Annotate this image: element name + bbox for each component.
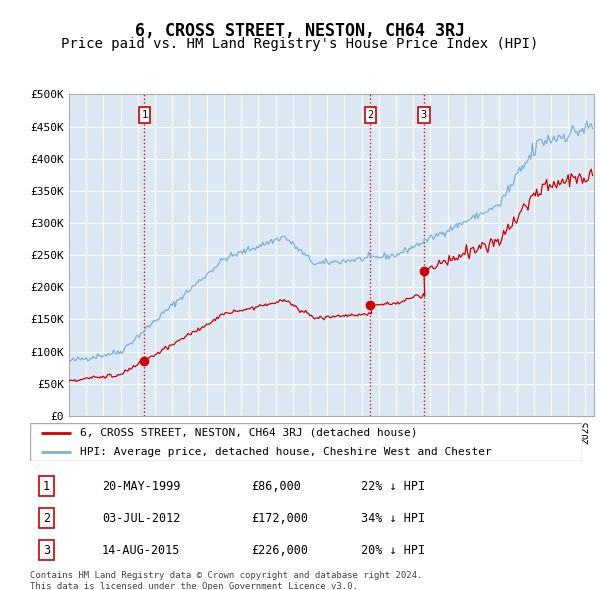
Text: 2: 2	[43, 512, 50, 525]
Text: 6, CROSS STREET, NESTON, CH64 3RJ: 6, CROSS STREET, NESTON, CH64 3RJ	[135, 22, 465, 41]
Text: Contains HM Land Registry data © Crown copyright and database right 2024.
This d: Contains HM Land Registry data © Crown c…	[30, 571, 422, 590]
Text: 03-JUL-2012: 03-JUL-2012	[102, 512, 180, 525]
Text: 6, CROSS STREET, NESTON, CH64 3RJ (detached house): 6, CROSS STREET, NESTON, CH64 3RJ (detac…	[80, 428, 417, 438]
Text: £226,000: £226,000	[251, 544, 308, 557]
Text: £86,000: £86,000	[251, 480, 301, 493]
Text: 22% ↓ HPI: 22% ↓ HPI	[361, 480, 425, 493]
Text: 14-AUG-2015: 14-AUG-2015	[102, 544, 180, 557]
Text: 20% ↓ HPI: 20% ↓ HPI	[361, 544, 425, 557]
Text: 1: 1	[43, 480, 50, 493]
Text: 3: 3	[421, 110, 427, 120]
Text: 34% ↓ HPI: 34% ↓ HPI	[361, 512, 425, 525]
Text: 2: 2	[367, 110, 373, 120]
FancyBboxPatch shape	[30, 423, 582, 461]
Text: £172,000: £172,000	[251, 512, 308, 525]
Text: Price paid vs. HM Land Registry's House Price Index (HPI): Price paid vs. HM Land Registry's House …	[61, 37, 539, 51]
Text: 20-MAY-1999: 20-MAY-1999	[102, 480, 180, 493]
Text: HPI: Average price, detached house, Cheshire West and Chester: HPI: Average price, detached house, Ches…	[80, 447, 491, 457]
Text: 3: 3	[43, 544, 50, 557]
Text: 1: 1	[141, 110, 148, 120]
